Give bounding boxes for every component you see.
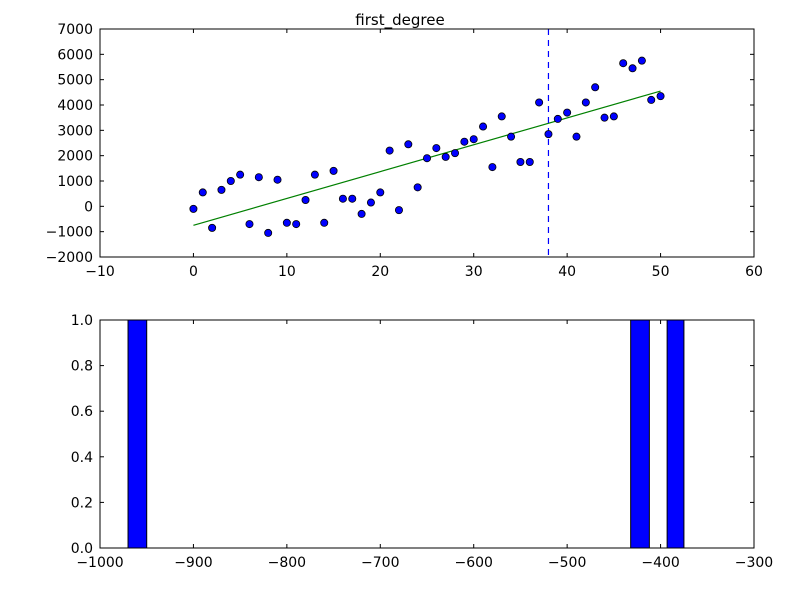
scatter-point	[217, 185, 226, 194]
scatter-point	[637, 56, 646, 65]
scatter-ytick-label: 3000	[57, 123, 93, 139]
bar-subplot: −1000 −900 −800 −700 −600 −500 −400 −300 0.0 0.2 0…	[71, 313, 773, 571]
scatter-ytick-label: 0	[84, 199, 93, 215]
bar-xtick-label: −300	[735, 555, 773, 571]
scatter-xtick-label: −10	[85, 264, 115, 280]
bar-ytick-label: 1.0	[71, 313, 93, 329]
scatter-ytick-label: 6000	[57, 47, 93, 63]
scatter-point	[432, 144, 441, 153]
scatter-point	[348, 194, 357, 203]
scatter-point	[479, 122, 488, 131]
bar-xtick-label: −700	[361, 555, 399, 571]
scatter-point	[385, 146, 394, 155]
scatter-point	[600, 113, 609, 122]
bar-xtick-label: −400	[641, 555, 679, 571]
histogram-bar	[127, 319, 148, 549]
scatter-xtick-label: 60	[745, 264, 763, 280]
scatter-point	[647, 95, 656, 104]
scatter-point	[366, 198, 375, 207]
scatter-point	[198, 188, 207, 197]
bar-xtick-label: −900	[174, 555, 212, 571]
scatter-point	[656, 92, 665, 101]
scatter-point	[245, 220, 254, 229]
scatter-point	[581, 98, 590, 107]
scatter-point	[282, 218, 291, 227]
scatter-point	[507, 132, 516, 141]
bar-plot-area	[127, 319, 685, 549]
bar-axes-frame	[99, 319, 755, 549]
scatter-ytick-label: −2000	[46, 250, 93, 266]
bar-xtick-label: −1000	[76, 555, 123, 571]
scatter-ytick-label: −1000	[46, 225, 93, 241]
scatter-point	[422, 154, 431, 163]
bar-ytick-label: 0.2	[71, 495, 93, 511]
scatter-xtick-label: 10	[278, 264, 296, 280]
scatter-axes-frame	[99, 28, 755, 258]
scatter-point	[497, 112, 506, 121]
scatter-point	[553, 114, 562, 123]
scatter-ticks: −10 0 10 20 30 40 50 60 −2000 −1000 0 1000 2000 3000 4…	[46, 22, 763, 280]
scatter-point	[488, 163, 497, 172]
scatter-point	[544, 130, 553, 139]
scatter-point	[460, 137, 469, 146]
scatter-point	[451, 149, 460, 158]
scatter-point	[208, 223, 217, 232]
scatter-point	[628, 64, 637, 73]
scatter-point	[264, 228, 273, 237]
scatter-point	[329, 166, 338, 175]
scatter-point	[516, 157, 525, 166]
scatter-point	[469, 135, 478, 144]
scatter-ytick-label: 2000	[57, 149, 93, 165]
scatter-point	[320, 218, 329, 227]
scatter-ytick-label: 4000	[57, 98, 93, 114]
scatter-point	[376, 188, 385, 197]
scatter-subplot: first_degree −10 0 10 20 30 40 50 60 −2000 −1000 0…	[46, 11, 763, 280]
scatter-point	[189, 204, 198, 213]
bar-ticks: −1000 −900 −800 −700 −600 −500 −400 −300 0.0 0.2 0…	[71, 313, 773, 571]
scatter-point	[301, 195, 310, 204]
scatter-point	[441, 152, 450, 161]
scatter-point	[254, 173, 263, 182]
scatter-point	[226, 176, 235, 185]
scatter-point	[572, 132, 581, 141]
scatter-point	[525, 157, 534, 166]
histogram-bar	[666, 319, 685, 549]
scatter-point	[394, 206, 403, 215]
scatter-plot-area	[189, 29, 665, 257]
scatter-ytick-label: 5000	[57, 73, 93, 89]
bar-ytick-label: 0.0	[71, 541, 93, 557]
scatter-xtick-label: 40	[558, 264, 576, 280]
scatter-ytick-label: 1000	[57, 174, 93, 190]
scatter-xtick-label: 50	[652, 264, 670, 280]
scatter-xtick-label: 0	[189, 264, 198, 280]
scatter-point	[236, 170, 245, 179]
scatter-point	[413, 183, 422, 192]
bar-xtick-label: −800	[268, 555, 306, 571]
scatter-point	[310, 170, 319, 179]
scatter-point	[338, 194, 347, 203]
histogram-bar	[630, 319, 650, 549]
scatter-point	[535, 98, 544, 107]
scatter-point	[619, 59, 628, 68]
scatter-xtick-label: 30	[465, 264, 483, 280]
scatter-point	[357, 209, 366, 218]
scatter-ytick-label: 7000	[57, 22, 93, 38]
bar-ytick-label: 0.4	[71, 450, 93, 466]
bar-ytick-label: 0.6	[71, 404, 93, 420]
scatter-point	[292, 220, 301, 229]
bar-xtick-label: −500	[548, 555, 586, 571]
scatter-point	[591, 83, 600, 92]
scatter-point	[273, 175, 282, 184]
chart-title: first_degree	[355, 11, 444, 30]
scatter-point	[404, 140, 413, 149]
bar-ytick-label: 0.8	[71, 359, 93, 375]
scatter-xtick-label: 20	[371, 264, 389, 280]
scatter-point	[563, 108, 572, 117]
scatter-point	[609, 112, 618, 121]
bar-xtick-label: −600	[454, 555, 492, 571]
